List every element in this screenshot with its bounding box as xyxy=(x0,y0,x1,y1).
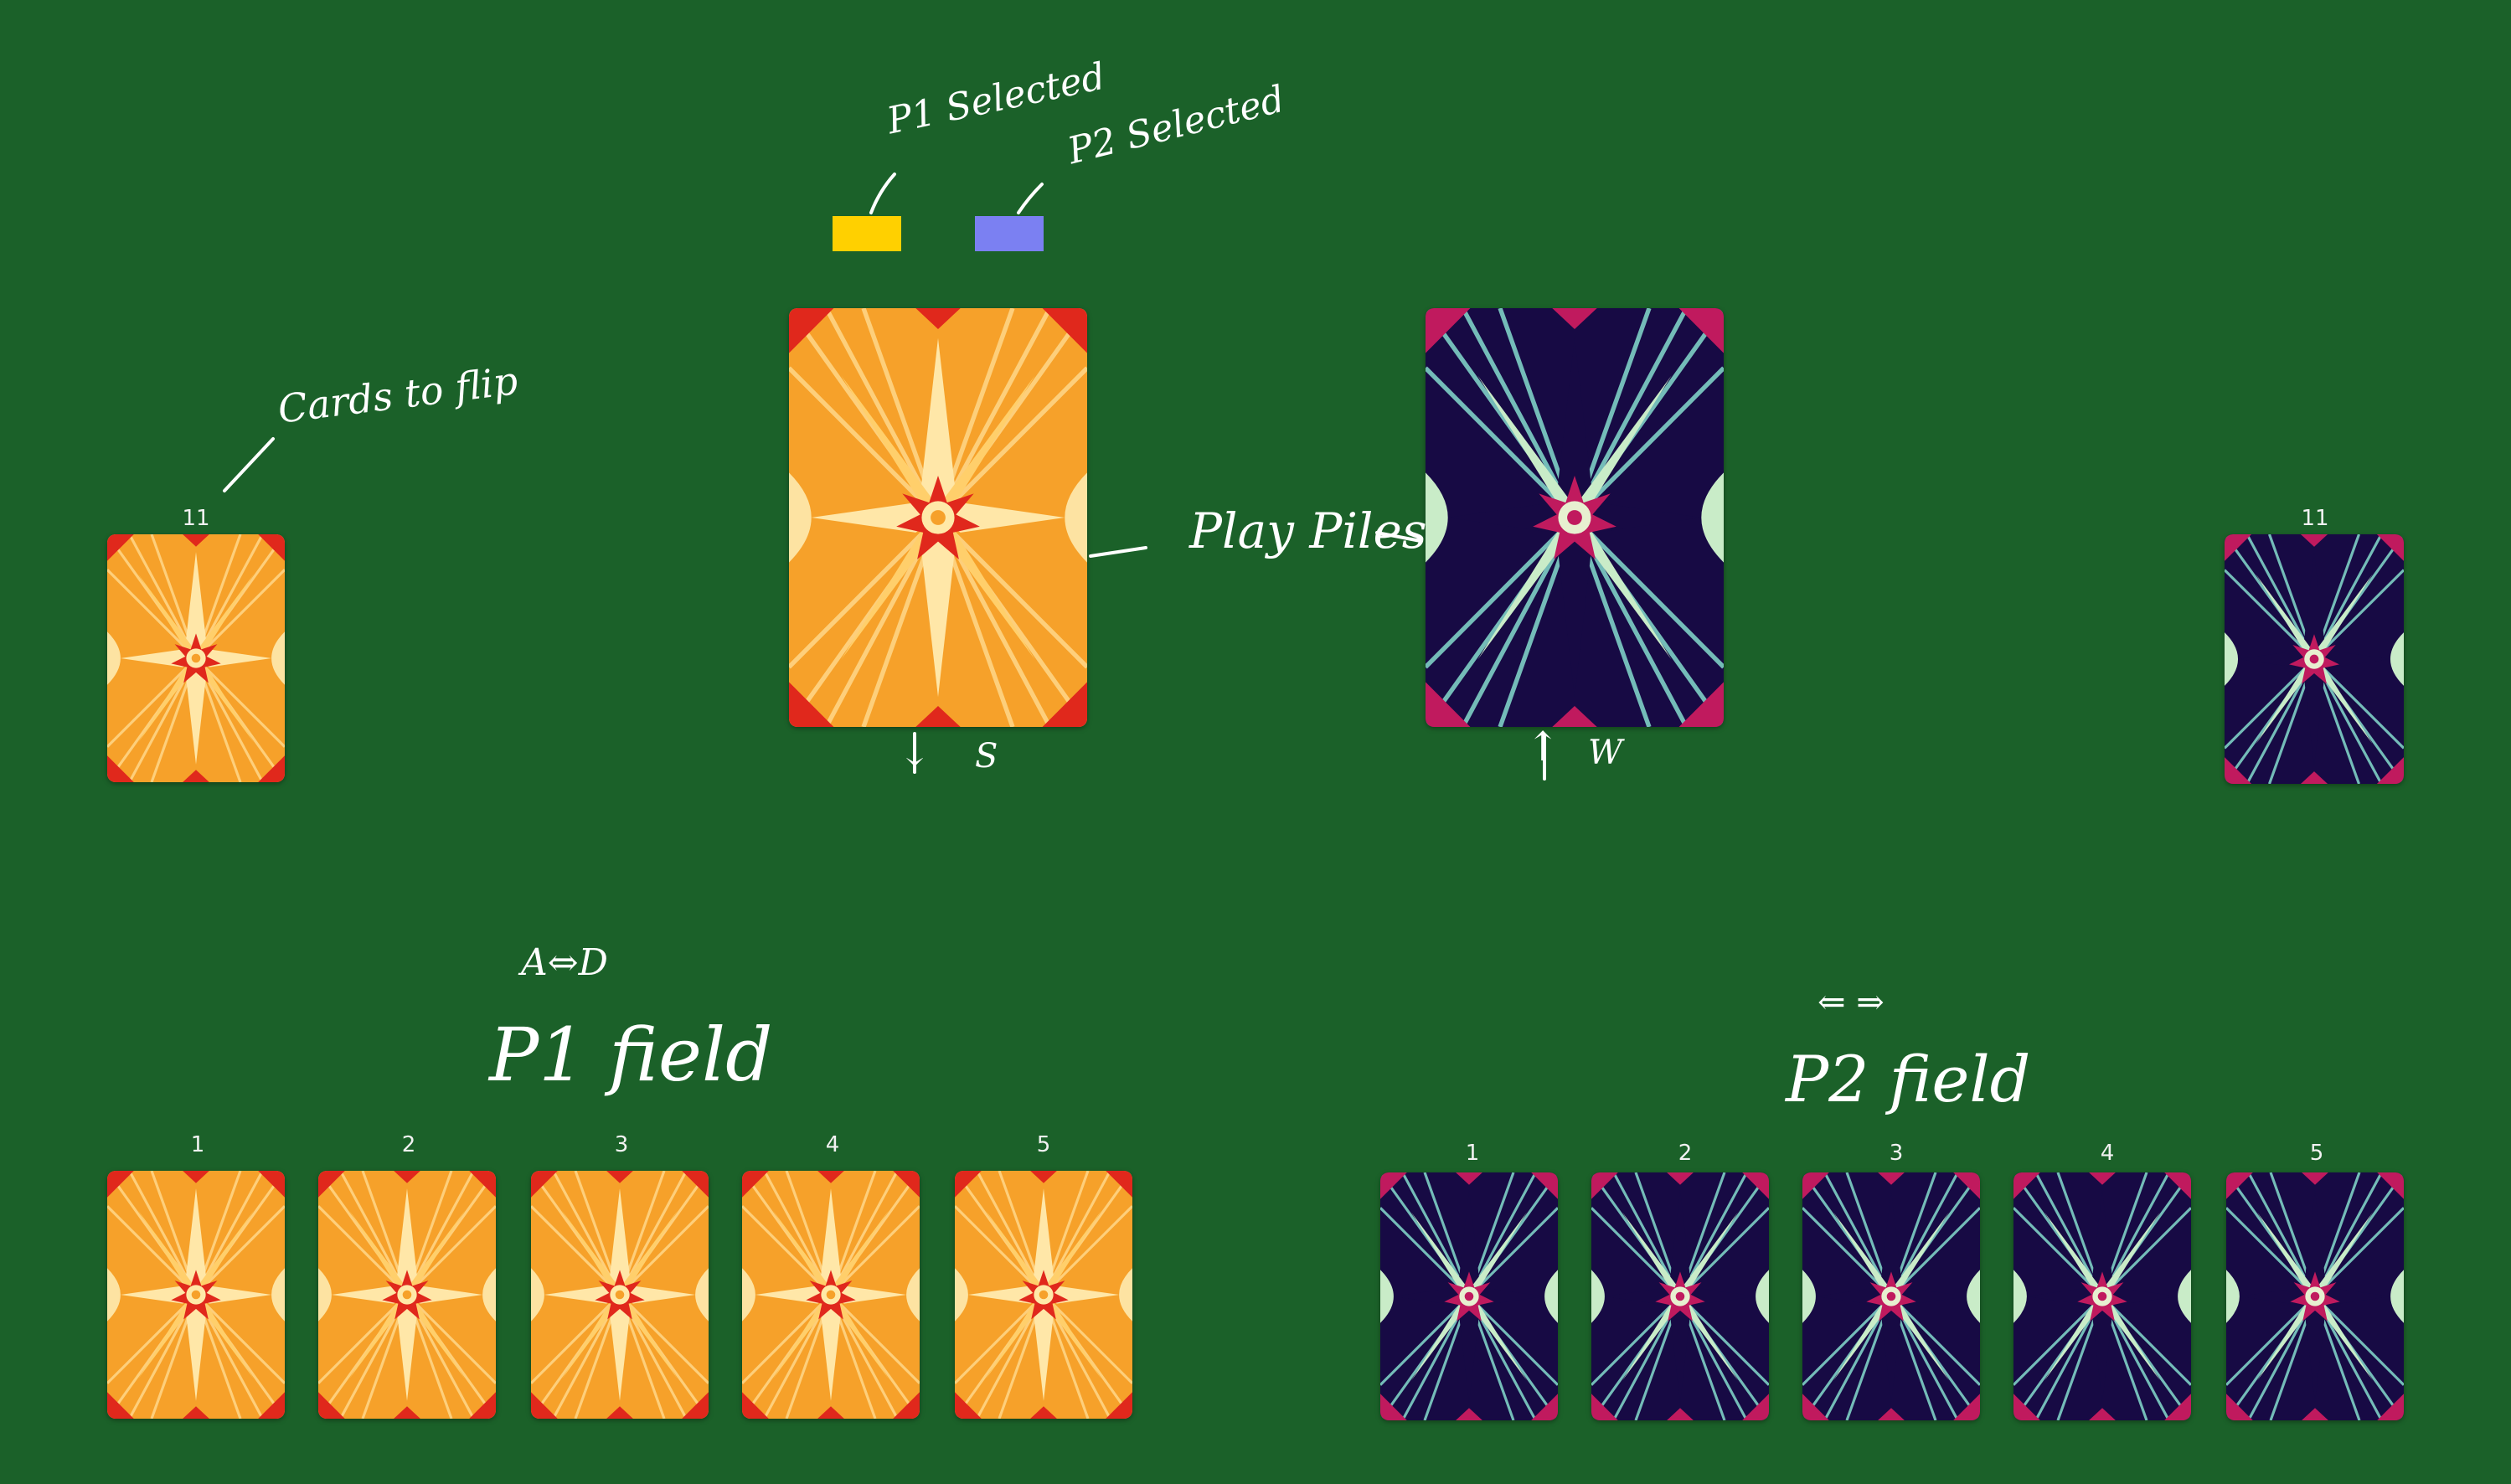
orange-card-back xyxy=(955,1171,1132,1419)
navy-card-back xyxy=(2225,534,2404,784)
p1-play-pile[interactable] xyxy=(789,308,1087,727)
p2-field-card-2[interactable] xyxy=(1591,1172,1769,1420)
p1-field-title: P1 field xyxy=(489,1012,772,1098)
orange-card-back xyxy=(318,1171,496,1419)
p2-field-label-4: 4 xyxy=(2082,1141,2132,1166)
orange-card-back xyxy=(789,308,1087,727)
p2-play-arrow-icon: ↑ xyxy=(1526,724,1560,770)
p1-field-card-3[interactable] xyxy=(531,1171,709,1419)
play-piles-label: Play Piles xyxy=(1189,502,1427,559)
navy-card-back xyxy=(2013,1172,2191,1420)
p1-field-card-2[interactable] xyxy=(318,1171,496,1419)
navy-card-back xyxy=(1380,1172,1558,1420)
navy-card-back xyxy=(1802,1172,1980,1420)
p1-field-label-1: 1 xyxy=(173,1132,223,1157)
p2-play-pile[interactable] xyxy=(1426,308,1724,727)
orange-card-back xyxy=(107,1171,285,1419)
orange-card-back xyxy=(531,1171,709,1419)
p2-field-card-4[interactable] xyxy=(2013,1172,2191,1420)
p2-flip-pile-count: 11 xyxy=(2290,506,2340,531)
p1-field-card-1[interactable] xyxy=(107,1171,285,1419)
p2-field-card-1[interactable] xyxy=(1380,1172,1558,1420)
p1-play-arrow-icon: ↓ xyxy=(898,729,931,775)
p1-flip-pile[interactable] xyxy=(107,534,285,782)
p2-flip-pile[interactable] xyxy=(2225,534,2404,784)
orange-card-back xyxy=(107,534,285,782)
p2-field-label-1: 1 xyxy=(1447,1141,1498,1166)
p1-flip-pile-count: 11 xyxy=(171,506,221,531)
p1-field-label-4: 4 xyxy=(807,1132,858,1157)
p2-field-title: P2 field xyxy=(1786,1042,2030,1116)
p1-keys-hint: A⇔D xyxy=(521,941,608,984)
p1-field-label-2: 2 xyxy=(384,1132,434,1157)
navy-card-back xyxy=(2226,1172,2404,1420)
p2-field-label-5: 5 xyxy=(2292,1141,2342,1166)
cards-to-flip-label: Cards to flip xyxy=(276,358,520,432)
p1-selected-pointer xyxy=(871,174,895,213)
p1-field-label-3: 3 xyxy=(596,1132,647,1157)
p2-field-label-3: 3 xyxy=(1871,1141,1921,1166)
p1-play-key-label: S xyxy=(975,737,998,775)
navy-card-back xyxy=(1591,1172,1769,1420)
p1-field-card-5[interactable] xyxy=(955,1171,1132,1419)
p2-field-card-5[interactable] xyxy=(2226,1172,2404,1420)
p2-keys-hint: ⇐ ⇒ xyxy=(1818,983,1885,1022)
cards-to-flip-pointer xyxy=(224,439,273,491)
orange-card-back xyxy=(742,1171,920,1419)
p2-field-label-2: 2 xyxy=(1660,1141,1710,1166)
p1-field-label-5: 5 xyxy=(1018,1132,1069,1157)
p2-play-key-label: W xyxy=(1588,734,1622,772)
p1-selected-indicator xyxy=(833,216,901,251)
p2-selected-indicator xyxy=(975,216,1044,251)
p1-field-card-4[interactable] xyxy=(742,1171,920,1419)
p2-selected-pointer xyxy=(1018,184,1042,213)
play-piles-pointer-left xyxy=(1091,548,1146,556)
p2-field-card-3[interactable] xyxy=(1802,1172,1980,1420)
navy-card-back xyxy=(1426,308,1724,727)
